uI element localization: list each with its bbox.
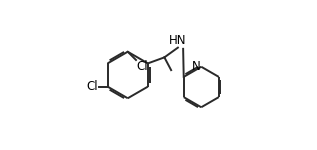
Text: Cl: Cl: [87, 80, 98, 93]
Text: N: N: [192, 60, 200, 73]
Text: Cl: Cl: [136, 60, 148, 73]
Text: HN: HN: [169, 34, 187, 47]
